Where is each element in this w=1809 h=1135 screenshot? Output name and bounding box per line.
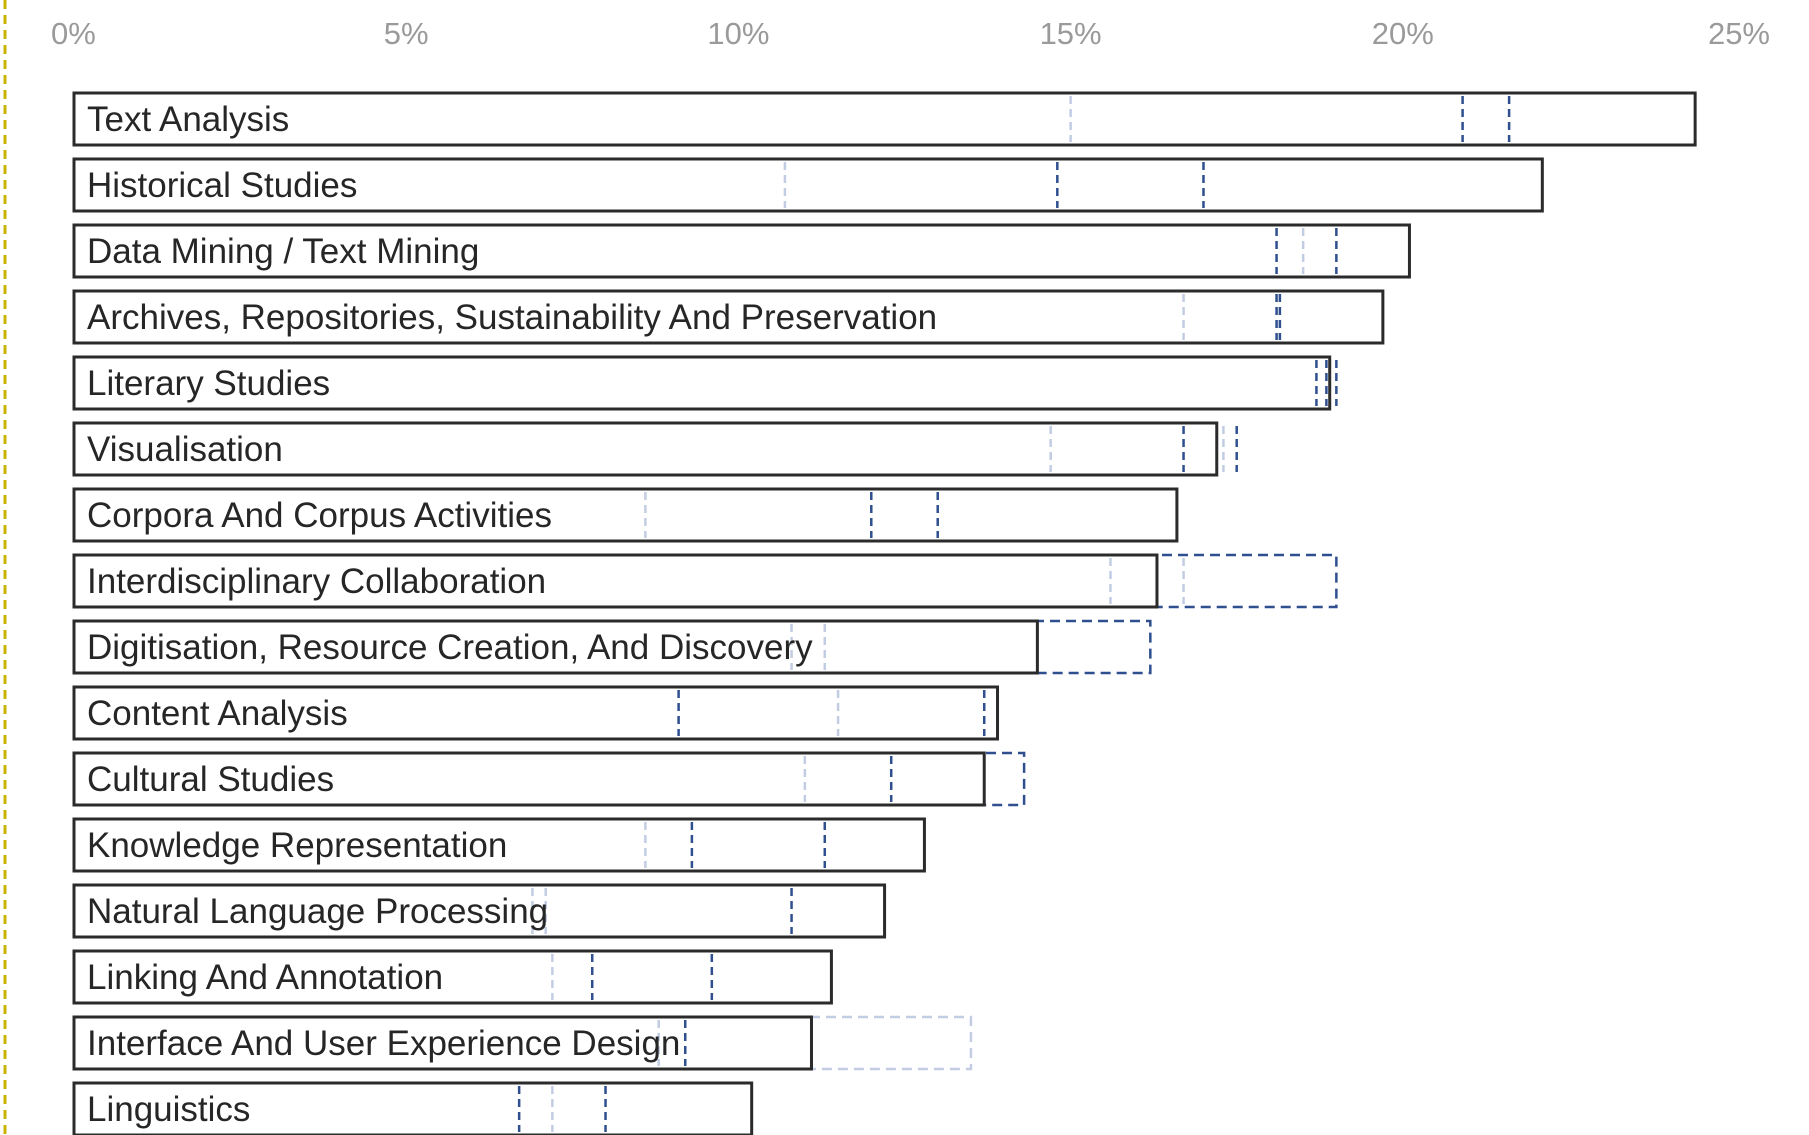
x-tick-label: 15% xyxy=(1040,16,1102,51)
bar xyxy=(72,487,1179,543)
bar xyxy=(72,289,1385,345)
category-label: Cultural Studies xyxy=(87,760,334,799)
bar-row: Cultural Studies xyxy=(72,751,1026,807)
category-label: Literary Studies xyxy=(87,364,330,403)
category-label: Historical Studies xyxy=(87,166,357,205)
category-label: Content Analysis xyxy=(87,694,348,733)
bar xyxy=(72,1015,813,1071)
category-label: Archives, Repositories, Sustainability A… xyxy=(87,298,937,337)
bar-row: Archives, Repositories, Sustainability A… xyxy=(72,289,1385,345)
bar xyxy=(72,91,1697,147)
bar-row: Corpora And Corpus Activities xyxy=(72,487,1179,543)
bar xyxy=(72,619,1039,675)
category-label: Data Mining / Text Mining xyxy=(87,232,479,271)
x-tick-label: 25% xyxy=(1708,16,1770,51)
bar-row: Knowledge Representation xyxy=(72,817,926,873)
x-tick-label: 10% xyxy=(707,16,769,51)
x-tick-label: 5% xyxy=(384,16,429,51)
bar-row: Interface And User Experience Design xyxy=(72,1015,973,1071)
bar-row: Content Analysis xyxy=(72,685,1000,741)
bar-series: Text Analysis Historical Studies Data Mini… xyxy=(72,91,1697,1135)
bar-row: Interdisciplinary Collaboration xyxy=(72,553,1338,609)
bar xyxy=(72,1081,754,1135)
bar-row: Natural Language Processing xyxy=(72,883,887,939)
category-label: Digitisation, Resource Creation, And Dis… xyxy=(87,628,813,667)
category-label: Knowledge Representation xyxy=(87,826,507,865)
bar xyxy=(72,421,1219,477)
category-label: Text Analysis xyxy=(87,100,289,139)
bar xyxy=(72,157,1544,213)
category-label: Linguistics xyxy=(87,1090,250,1129)
bar-row: Literary Studies xyxy=(72,355,1338,411)
category-label: Interface And User Experience Design xyxy=(87,1024,680,1063)
category-label: Interdisciplinary Collaboration xyxy=(87,562,546,601)
bar xyxy=(72,223,1411,279)
bar xyxy=(72,553,1159,609)
category-label: Natural Language Processing xyxy=(87,892,548,931)
bar xyxy=(72,355,1332,411)
category-label: Linking And Annotation xyxy=(87,958,443,997)
bar-row: Text Analysis xyxy=(72,91,1697,147)
bar-row: Digitisation, Resource Creation, And Dis… xyxy=(72,619,1152,675)
bar-row: Linguistics xyxy=(72,1081,754,1135)
bar xyxy=(72,883,887,939)
bar xyxy=(72,817,926,873)
bar xyxy=(72,685,1000,741)
x-tick-label: 0% xyxy=(51,16,96,51)
bar-row: Linking And Annotation xyxy=(72,949,833,1005)
category-label: Visualisation xyxy=(87,430,283,469)
bar-row: Visualisation xyxy=(72,421,1238,477)
x-tick-label: 20% xyxy=(1372,16,1434,51)
category-label: Corpora And Corpus Activities xyxy=(87,496,552,535)
bar-row: Data Mining / Text Mining xyxy=(72,223,1411,279)
x-axis-ticks: 0% 5% 10% 15% 20% 25% xyxy=(51,16,1770,51)
bar-row: Historical Studies xyxy=(72,157,1544,213)
bar xyxy=(72,949,833,1005)
bar xyxy=(72,751,986,807)
